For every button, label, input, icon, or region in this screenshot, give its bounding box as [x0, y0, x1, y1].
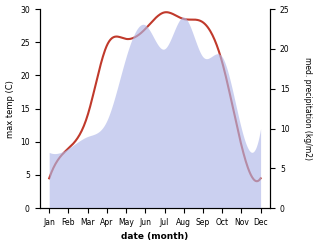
Y-axis label: max temp (C): max temp (C) [5, 80, 15, 138]
Y-axis label: med. precipitation (kg/m2): med. precipitation (kg/m2) [303, 57, 313, 160]
X-axis label: date (month): date (month) [121, 232, 189, 242]
